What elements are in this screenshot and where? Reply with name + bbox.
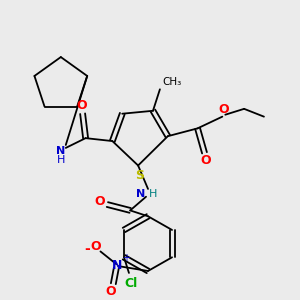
Text: S: S xyxy=(136,169,145,182)
Text: H: H xyxy=(149,189,157,199)
Text: N: N xyxy=(136,189,146,199)
Text: CH₃: CH₃ xyxy=(162,77,181,88)
Text: N: N xyxy=(56,146,65,156)
Text: O: O xyxy=(218,103,229,116)
Text: N: N xyxy=(112,259,122,272)
Text: +: + xyxy=(122,253,130,263)
Text: O: O xyxy=(94,195,105,208)
Text: O: O xyxy=(105,285,116,298)
Text: Cl: Cl xyxy=(124,277,138,290)
Text: O: O xyxy=(76,99,87,112)
Text: O: O xyxy=(90,240,101,253)
Text: H: H xyxy=(57,154,65,165)
Text: O: O xyxy=(200,154,211,167)
Text: -: - xyxy=(85,242,91,256)
